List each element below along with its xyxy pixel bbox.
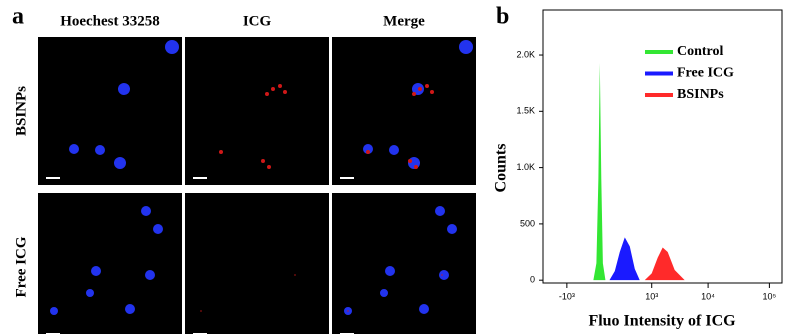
- icg-signal: [200, 310, 202, 312]
- y-tick-label: 1.0K: [516, 162, 535, 172]
- y-tick-label: 500: [520, 218, 535, 228]
- histogram-area: [609, 237, 640, 281]
- nucleus: [91, 266, 101, 276]
- y-tick-label: 1.5K: [516, 106, 535, 116]
- micrograph: [38, 37, 182, 185]
- nucleus: [153, 224, 163, 234]
- scale-bar: [193, 177, 207, 179]
- x-tick-label: 10⁴: [701, 291, 715, 301]
- histogram-area: [593, 62, 606, 281]
- x-tick-label: 10⁵: [763, 291, 777, 301]
- x-tick-label: -10³: [559, 291, 575, 301]
- nucleus: [419, 304, 429, 314]
- row-label: Free ICG: [13, 236, 29, 297]
- nucleus: [95, 145, 105, 155]
- nucleus: [385, 266, 395, 276]
- column-header: Merge: [383, 13, 425, 29]
- micrograph: [332, 37, 476, 185]
- micrographs: Hoechest 33258 ICG Merge BSINPs Free ICG: [13, 13, 476, 334]
- nucleus: [363, 144, 373, 154]
- icg-signal: [425, 84, 429, 88]
- nucleus: [125, 304, 135, 314]
- micrograph: [185, 193, 329, 334]
- column-header: Hoechest 33258: [60, 13, 160, 29]
- nucleus: [145, 270, 155, 280]
- legend-label: Control: [677, 44, 724, 59]
- icg-signal: [408, 159, 412, 163]
- micrograph: [38, 193, 182, 334]
- nucleus: [380, 289, 388, 297]
- nucleus: [141, 206, 151, 216]
- icg-signal: [430, 90, 434, 94]
- legend-label: Free ICG: [677, 66, 734, 81]
- nucleus: [439, 270, 449, 280]
- x-tick-label: 10³: [645, 291, 658, 301]
- icg-signal: [265, 92, 269, 96]
- nucleus: [447, 224, 457, 234]
- icg-signal: [271, 87, 275, 91]
- y-tick-label: 0: [530, 275, 535, 285]
- icg-signal: [347, 310, 349, 312]
- icg-signal: [283, 90, 287, 94]
- icg-signal: [219, 150, 223, 154]
- legend-label: BSINPs: [677, 87, 724, 102]
- scale-bar: [46, 177, 60, 179]
- nucleus: [86, 289, 94, 297]
- nucleus: [408, 157, 420, 169]
- icg-signal: [278, 84, 282, 88]
- row-label: BSINPs: [13, 86, 29, 136]
- nucleus: [69, 144, 79, 154]
- icg-signal: [441, 274, 443, 276]
- nucleus: [459, 40, 473, 54]
- icg-signal: [412, 92, 416, 96]
- micrograph: [185, 37, 329, 185]
- nucleus: [118, 83, 130, 95]
- nucleus: [165, 40, 179, 54]
- micrograph: [332, 193, 476, 334]
- x-axis-title: Fluo Intensity of ICG: [588, 313, 736, 330]
- icg-signal: [418, 87, 422, 91]
- nucleus: [389, 145, 399, 155]
- icg-signal: [261, 159, 265, 163]
- nucleus: [114, 157, 126, 169]
- icg-signal: [267, 165, 271, 169]
- histogram-area: [644, 247, 685, 281]
- nucleus: [50, 307, 58, 315]
- column-header: ICG: [243, 13, 272, 29]
- nucleus: [435, 206, 445, 216]
- scale-bar: [340, 177, 354, 179]
- panel-label: a: [12, 4, 24, 30]
- icg-signal: [366, 150, 370, 154]
- icg-signal: [294, 274, 296, 276]
- icg-signal: [414, 165, 418, 169]
- y-tick-label: 2.0K: [516, 49, 535, 59]
- plot-frame: [542, 9, 783, 284]
- y-axis-title: Counts: [493, 144, 510, 193]
- panel-label: b: [496, 4, 509, 30]
